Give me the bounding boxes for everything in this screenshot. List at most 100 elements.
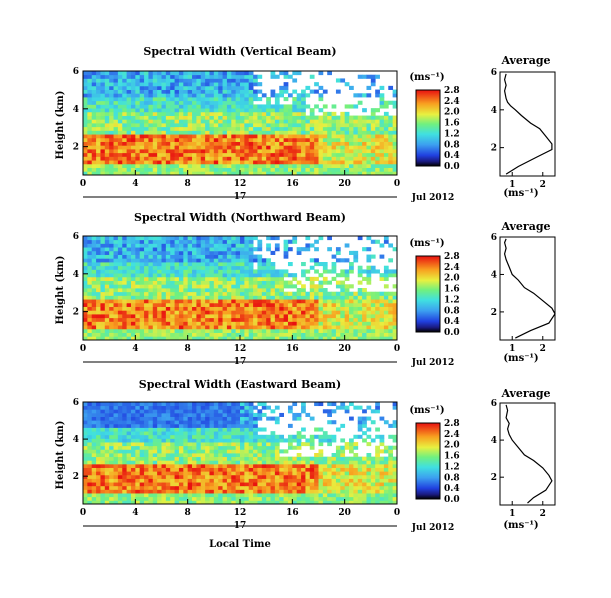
heatmap-cell bbox=[253, 280, 258, 285]
heatmap-cell bbox=[322, 314, 328, 319]
heatmap-cell bbox=[170, 317, 175, 322]
heatmap-cell bbox=[192, 299, 197, 304]
heatmap-cell bbox=[178, 156, 184, 161]
heatmap-cell bbox=[113, 273, 119, 278]
heatmap-cell bbox=[226, 97, 232, 102]
heatmap-cell bbox=[200, 314, 206, 319]
heatmap-cell bbox=[192, 141, 197, 146]
heatmap-cell bbox=[83, 149, 88, 154]
heatmap-cell bbox=[305, 130, 311, 135]
heatmap-cell bbox=[266, 467, 271, 472]
heatmap-cell bbox=[270, 284, 276, 289]
heatmap-cell bbox=[331, 299, 337, 304]
heatmap-cell bbox=[83, 163, 88, 168]
heatmap-cell bbox=[279, 496, 285, 501]
heatmap-cell bbox=[383, 284, 389, 289]
heatmap-cell bbox=[139, 239, 145, 244]
heatmap-cell bbox=[91, 126, 97, 131]
heatmap-cell bbox=[301, 247, 306, 252]
heatmap-cell bbox=[161, 254, 167, 259]
heatmap-cell bbox=[253, 434, 258, 439]
heatmap-cell bbox=[266, 273, 271, 278]
heatmap-cell bbox=[83, 456, 88, 461]
heatmap-cell bbox=[157, 302, 162, 307]
heatmap-cell bbox=[253, 247, 258, 252]
heatmap-cell bbox=[253, 93, 258, 98]
heatmap-cell bbox=[170, 93, 175, 98]
heatmap-cell bbox=[318, 467, 324, 472]
heatmap-cell bbox=[388, 478, 394, 483]
heatmap-cell bbox=[283, 474, 289, 479]
heatmap-cell bbox=[261, 149, 267, 154]
heatmap-cell bbox=[388, 160, 394, 165]
heatmap-cell bbox=[270, 471, 276, 476]
heatmap-cell bbox=[244, 273, 250, 278]
heatmap-cell bbox=[383, 141, 389, 146]
heatmap-cell bbox=[109, 119, 114, 124]
heatmap-cell bbox=[383, 449, 389, 454]
heatmap-cell bbox=[244, 493, 250, 498]
heatmap-cell bbox=[152, 500, 158, 505]
heatmap-cell bbox=[301, 104, 306, 109]
heatmap-cell bbox=[266, 434, 271, 439]
heatmap-cell bbox=[392, 328, 398, 333]
x-tick-label: 0 bbox=[394, 344, 400, 354]
heatmap-cell bbox=[305, 149, 311, 154]
heatmap-cell bbox=[152, 254, 158, 259]
heatmap-cell bbox=[187, 137, 193, 142]
heatmap-cell bbox=[196, 152, 202, 157]
heatmap-cell bbox=[122, 167, 128, 172]
heatmap-cell bbox=[240, 317, 245, 322]
heatmap-cell bbox=[327, 295, 332, 300]
heatmap-cell bbox=[392, 119, 398, 124]
heatmap-cell bbox=[344, 302, 350, 307]
heatmap-cell bbox=[144, 108, 149, 113]
heatmap-cell bbox=[178, 108, 184, 113]
heatmap-cell bbox=[383, 500, 389, 505]
heatmap-cell bbox=[170, 482, 175, 487]
heatmap-cell bbox=[139, 500, 145, 505]
heatmap-cell bbox=[100, 302, 106, 307]
heatmap-cell bbox=[222, 445, 228, 450]
heatmap-cell bbox=[318, 299, 324, 304]
heatmap-cell bbox=[200, 239, 206, 244]
heatmap-cell bbox=[253, 108, 258, 113]
heatmap-cell bbox=[152, 493, 158, 498]
heatmap-cell bbox=[144, 493, 149, 498]
heatmap-cell bbox=[248, 332, 254, 337]
heatmap-cell bbox=[213, 265, 219, 270]
heatmap-cell bbox=[126, 258, 132, 263]
heatmap-cell bbox=[344, 478, 350, 483]
heatmap-cell bbox=[283, 163, 289, 168]
heatmap-cell bbox=[257, 445, 263, 450]
heatmap-cell bbox=[218, 489, 223, 494]
heatmap-cell bbox=[340, 273, 346, 278]
heatmap-cell bbox=[318, 93, 324, 98]
heatmap-cell bbox=[152, 167, 158, 172]
heatmap-cell bbox=[174, 314, 180, 319]
heatmap-cell bbox=[83, 100, 88, 105]
heatmap-cell bbox=[144, 74, 149, 79]
heatmap-cell bbox=[287, 471, 293, 476]
heatmap-cell bbox=[192, 265, 197, 270]
heatmap-cell bbox=[148, 89, 154, 94]
heatmap-cell bbox=[126, 126, 132, 131]
heatmap-cell bbox=[122, 236, 128, 241]
heatmap-cell bbox=[148, 332, 154, 337]
heatmap-cell bbox=[117, 236, 123, 241]
heatmap-cell bbox=[196, 302, 202, 307]
heatmap-cell bbox=[335, 336, 341, 341]
heatmap-cell bbox=[83, 314, 88, 319]
heatmap-cell bbox=[388, 302, 394, 307]
heatmap-cell bbox=[205, 284, 210, 289]
heatmap-cell bbox=[375, 167, 380, 172]
heatmap-cell bbox=[213, 474, 219, 479]
heatmap-cell bbox=[135, 325, 141, 330]
heatmap-cell bbox=[161, 89, 167, 94]
heatmap-cell bbox=[209, 427, 215, 432]
heatmap-cell bbox=[109, 167, 114, 172]
heatmap-cell bbox=[213, 288, 219, 293]
heatmap-cell bbox=[257, 152, 263, 157]
heatmap-cell bbox=[161, 306, 167, 311]
heatmap-cell bbox=[100, 328, 106, 333]
